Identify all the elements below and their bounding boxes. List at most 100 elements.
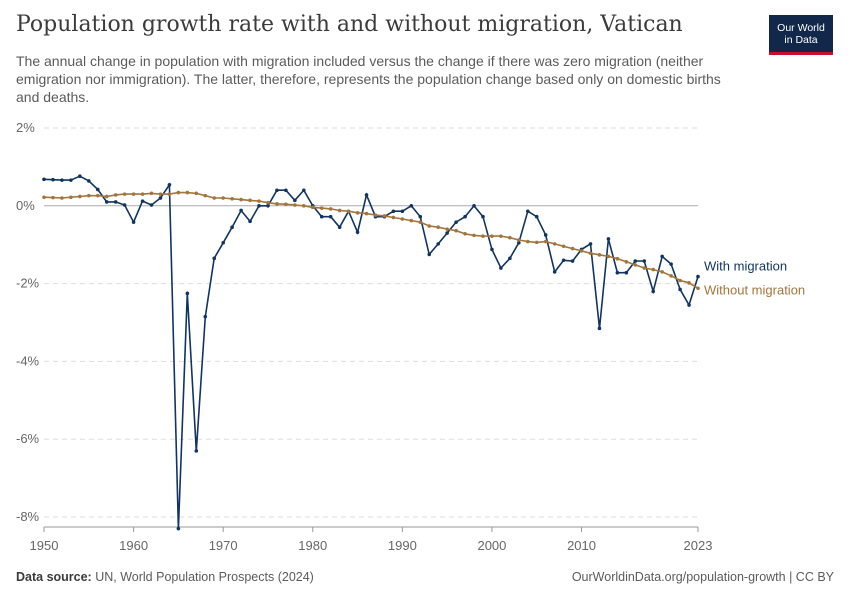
data-point-without-migration [346, 209, 351, 214]
data-point-without-migration [310, 205, 315, 210]
data-point-without-migration [436, 225, 440, 229]
data-point-with-migration [42, 177, 46, 182]
data-point-without-migration [364, 211, 369, 216]
data-point-without-migration [678, 278, 682, 283]
data-point-with-migration [561, 258, 566, 263]
data-point-with-migration [239, 208, 243, 213]
data-point-with-migration [472, 204, 476, 208]
logo-line-2: in Data [784, 33, 818, 46]
data-point-without-migration [543, 239, 548, 244]
data-point-without-migration [481, 234, 485, 238]
data-point-with-migration [302, 188, 306, 193]
data-point-with-migration [400, 209, 405, 214]
data-point-without-migration [78, 194, 82, 199]
x-tick-label: 2010 [567, 538, 596, 553]
data-point-without-migration [266, 200, 270, 205]
x-tick-label: 2023 [684, 538, 713, 553]
y-tick-label: -2% [16, 276, 40, 291]
data-point-with-migration [122, 203, 127, 207]
data-point-without-migration [140, 192, 145, 196]
data-point-without-migration [400, 217, 405, 221]
data-point-with-migration [230, 225, 234, 229]
data-point-without-migration [570, 246, 575, 251]
data-point-with-migration [69, 178, 73, 182]
y-tick-label: 2% [16, 120, 35, 135]
data-point-with-migration [481, 214, 485, 219]
data-point-without-migration [95, 193, 100, 198]
logo-line-1: Our World [777, 21, 825, 34]
y-tick-label: -6% [16, 431, 40, 446]
data-point-without-migration [355, 211, 360, 215]
x-tick-label: 1970 [209, 538, 238, 553]
data-point-without-migration [122, 192, 127, 196]
source-link[interactable]: OurWorldinData.org/population-growth | C… [571, 570, 834, 584]
data-point-with-migration [660, 254, 664, 259]
data-point-with-migration [552, 270, 557, 274]
data-point-with-migration [543, 233, 548, 237]
data-point-with-migration [642, 259, 647, 263]
data-point-with-migration [51, 177, 55, 182]
series-label-with-migration: With migration [704, 259, 787, 274]
data-point-with-migration [678, 287, 682, 292]
data-point-without-migration [660, 270, 664, 274]
data-point-without-migration [113, 193, 118, 197]
data-point-without-migration [373, 213, 378, 217]
data-point-without-migration [454, 228, 458, 233]
data-point-with-migration [221, 240, 225, 245]
series-label-without-migration: Without migration [704, 282, 805, 297]
data-point-with-migration [687, 303, 691, 307]
data-point-with-migration [60, 178, 64, 182]
data-point-with-migration [176, 526, 181, 531]
data-point-without-migration [508, 235, 512, 240]
x-tick-label: 2000 [477, 538, 506, 553]
y-tick-label: -4% [16, 353, 40, 368]
x-tick-label: 1990 [388, 538, 417, 553]
data-point-with-migration [624, 270, 629, 275]
data-point-without-migration [328, 207, 333, 211]
data-source: Data source: UN, World Population Prospe… [16, 570, 314, 584]
series-line-with-migration [43, 175, 699, 529]
data-point-with-migration [588, 242, 593, 246]
data-point-with-migration [203, 314, 208, 319]
data-point-with-migration [570, 259, 575, 263]
data-point-with-migration [615, 270, 620, 275]
data-point-with-migration [95, 187, 100, 192]
data-point-without-migration [212, 196, 217, 200]
data-point-with-migration [248, 219, 252, 224]
data-point-without-migration [445, 227, 449, 231]
data-point-with-migration [149, 203, 154, 207]
data-point-with-migration [257, 204, 261, 208]
data-point-without-migration [60, 196, 64, 200]
data-point-without-migration [463, 232, 467, 236]
data-point-with-migration [436, 242, 440, 246]
data-point-with-migration [364, 193, 369, 197]
y-tick-label: -8% [16, 509, 40, 524]
data-point-without-migration [221, 196, 225, 200]
data-point-without-migration [642, 266, 647, 270]
data-point-with-migration [633, 259, 638, 263]
data-point-without-migration [42, 195, 46, 200]
chart-subtitle: The annual change in population with mig… [16, 53, 721, 105]
data-point-with-migration [418, 214, 423, 219]
data-point-with-migration [409, 204, 414, 208]
data-source-label: Data source: [16, 570, 92, 584]
owid-logo[interactable]: Our World in Data [769, 15, 833, 55]
data-point-without-migration [409, 218, 414, 223]
data-point-with-migration [490, 247, 494, 252]
data-point-without-migration [696, 286, 700, 291]
data-point-without-migration [69, 195, 73, 200]
x-tick-label: 1950 [30, 538, 59, 553]
data-point-without-migration [382, 214, 387, 218]
data-point-with-migration [167, 182, 172, 187]
data-point-without-migration [391, 215, 396, 220]
data-point-without-migration [104, 194, 109, 199]
data-point-with-migration [606, 237, 611, 241]
data-point-with-migration [427, 252, 432, 257]
data-point-with-migration [525, 209, 530, 214]
data-source-text: UN, World Population Prospects (2024) [95, 570, 314, 584]
data-point-without-migration [167, 192, 172, 196]
data-point-without-migration [561, 244, 566, 249]
data-point-without-migration [275, 202, 279, 206]
data-point-without-migration [176, 190, 181, 195]
